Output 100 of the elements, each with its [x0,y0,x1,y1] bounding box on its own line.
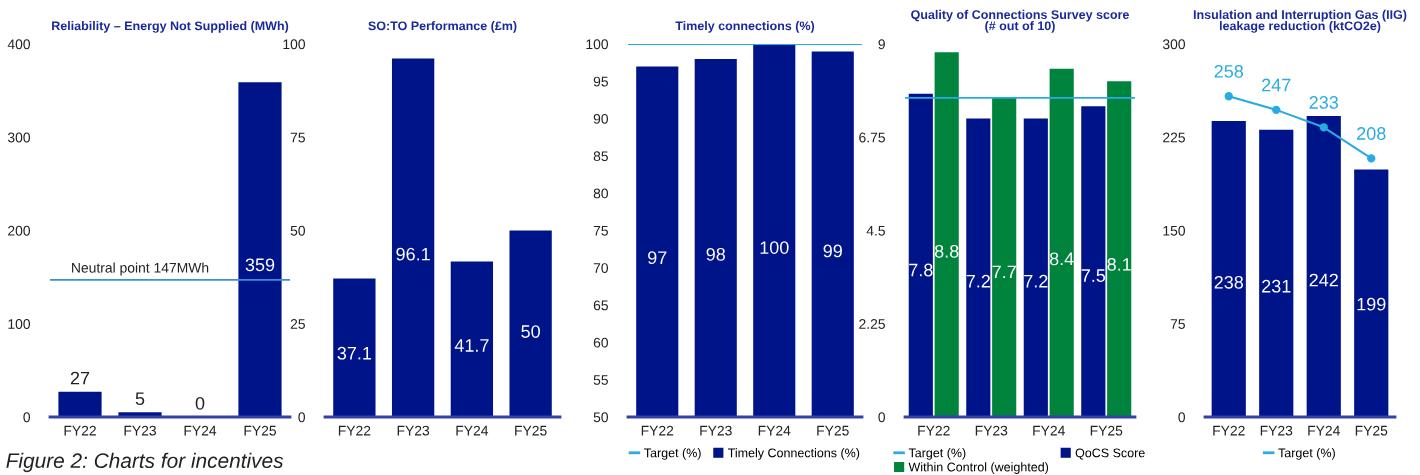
bar [934,52,959,417]
data-label: 96.1 [396,247,430,261]
data-label: 8.8 [934,244,959,258]
data-label: 5 [135,392,145,406]
x-tick-label: FY22 [918,425,950,436]
y-tick-label: 70 [593,263,609,273]
data-label: 0 [195,396,205,410]
chart-title: Timely connections (%) [675,21,815,33]
legend-label: Target (%) [644,448,701,460]
data-label: 37.1 [337,346,372,360]
data-label: 50 [521,325,540,338]
chart-title: Quality of Connections Survey score (# out of 10) [911,9,1129,33]
x-tick-label: FY23 [1260,425,1293,436]
y-tick-label: 50 [290,225,306,236]
y-tick-label: 2.25 [859,319,885,329]
bar [391,58,435,417]
x-tick-label: FY25 [1090,425,1123,436]
point [1367,154,1376,163]
x-tick-label: FY22 [64,425,96,436]
data-label: 231 [1262,279,1291,293]
y-tick-label: 200 [8,225,31,236]
bar [1259,129,1294,417]
data-label: 100 [760,241,789,254]
x-tick-label: FY24 [758,425,791,436]
y-tick-label: 0 [298,412,306,423]
y-tick-label: 95 [593,76,608,87]
chart-title: Reliability – Energy Not Supplied (MWh) [52,21,289,33]
bar [58,391,102,417]
y-tick-label: 0 [1178,412,1186,423]
y-tick-label: 300 [7,132,31,143]
data-label: 242 [1309,273,1338,287]
bar [1211,121,1246,417]
data-label: 7.2 [1024,274,1048,288]
legend-label: Timely Connections (%) [728,448,860,460]
y-tick-label: 4.5 [866,225,885,236]
point [1319,123,1328,132]
data-label: 258 [1214,64,1244,78]
y-tick-label: 50 [593,412,609,423]
y-tick-label: 9 [878,39,885,50]
x-tick-label: FY25 [244,425,277,436]
data-label: 238 [1214,275,1244,289]
point [1272,105,1281,115]
data-label: 7.2 [966,274,990,288]
x-tick-label: FY23 [975,425,1008,436]
data-label: 41.7 [454,339,489,352]
bar [1023,118,1048,417]
y-tick-label: 75 [593,225,608,236]
bar [1049,68,1074,417]
bar [1081,106,1106,417]
y-tick-label: 65 [593,300,608,311]
data-label: 233 [1309,96,1339,109]
y-tick-label: 90 [593,113,609,124]
bar [450,261,494,417]
point [1224,92,1233,101]
y-tick-label: 0 [878,412,886,423]
x-tick-label: FY23 [124,425,156,436]
legend-label: Target (%) [1278,448,1335,460]
bar [238,82,282,417]
data-label: 7.7 [992,265,1016,279]
chart-title: SO:TO Performance (£m) [368,21,517,33]
x-tick-label: FY24 [1033,425,1065,436]
bar [908,93,933,417]
data-label: 359 [245,258,275,272]
bar [992,97,1017,417]
x-tick-label: FY22 [641,425,674,436]
legend-label: QoCS Score [1075,448,1145,460]
data-label: 7.8 [909,263,933,277]
data-label: 97 [648,251,667,265]
bar [1107,81,1132,417]
data-label: 8.1 [1107,258,1131,271]
y-tick-label: 0 [23,412,31,423]
x-tick-label: FY25 [515,425,547,436]
data-label: 99 [823,244,842,258]
x-tick-label: FY24 [184,425,217,436]
x-tick-label: FY25 [1355,425,1388,436]
y-tick-label: 400 [7,39,31,50]
x-tick-label: FY24 [1308,425,1340,436]
bar [1354,169,1389,417]
legend-label: Target (%) [908,448,966,460]
y-tick-label: 100 [283,39,306,50]
y-tick-label: 300 [1162,39,1186,50]
y-tick-label: 75 [1170,319,1185,329]
x-tick-label: FY24 [456,425,489,436]
y-tick-label: 150 [1163,225,1186,236]
data-label: 27 [70,371,90,385]
chart-title: Insulation and Interruption Gas (IIG) leakage reduction (ktCO2e) [1193,9,1407,33]
bar [1306,116,1341,417]
bar [333,278,376,417]
x-tick-label: FY22 [1213,425,1245,436]
y-tick-label: 6.75 [859,132,885,143]
y-tick-label: 25 [290,319,305,329]
bar [966,118,991,417]
data-label: 199 [1357,297,1386,311]
legend-label: Within Control (weighted) [908,462,1049,474]
data-label: 8.4 [1049,252,1074,266]
x-tick-label: FY23 [700,425,732,436]
x-tick-label: FY22 [338,425,371,436]
x-tick-label: FY25 [817,425,849,436]
y-tick-label: 80 [593,188,609,199]
caption: Figure 2: Charts for incentives [6,452,284,473]
